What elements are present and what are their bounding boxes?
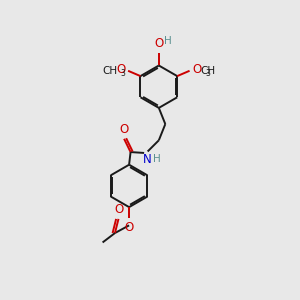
Text: CH: CH bbox=[200, 66, 215, 76]
Text: H: H bbox=[153, 154, 161, 164]
Text: O: O bbox=[193, 62, 202, 76]
Text: O: O bbox=[124, 221, 134, 234]
Text: O: O bbox=[116, 62, 125, 76]
Text: H: H bbox=[164, 36, 172, 46]
Text: O: O bbox=[154, 37, 163, 50]
Text: 3: 3 bbox=[206, 69, 211, 78]
Text: CH: CH bbox=[102, 66, 118, 76]
Text: 3: 3 bbox=[121, 69, 125, 78]
Text: O: O bbox=[119, 123, 128, 136]
Text: O: O bbox=[115, 203, 124, 216]
Text: N: N bbox=[142, 153, 151, 166]
